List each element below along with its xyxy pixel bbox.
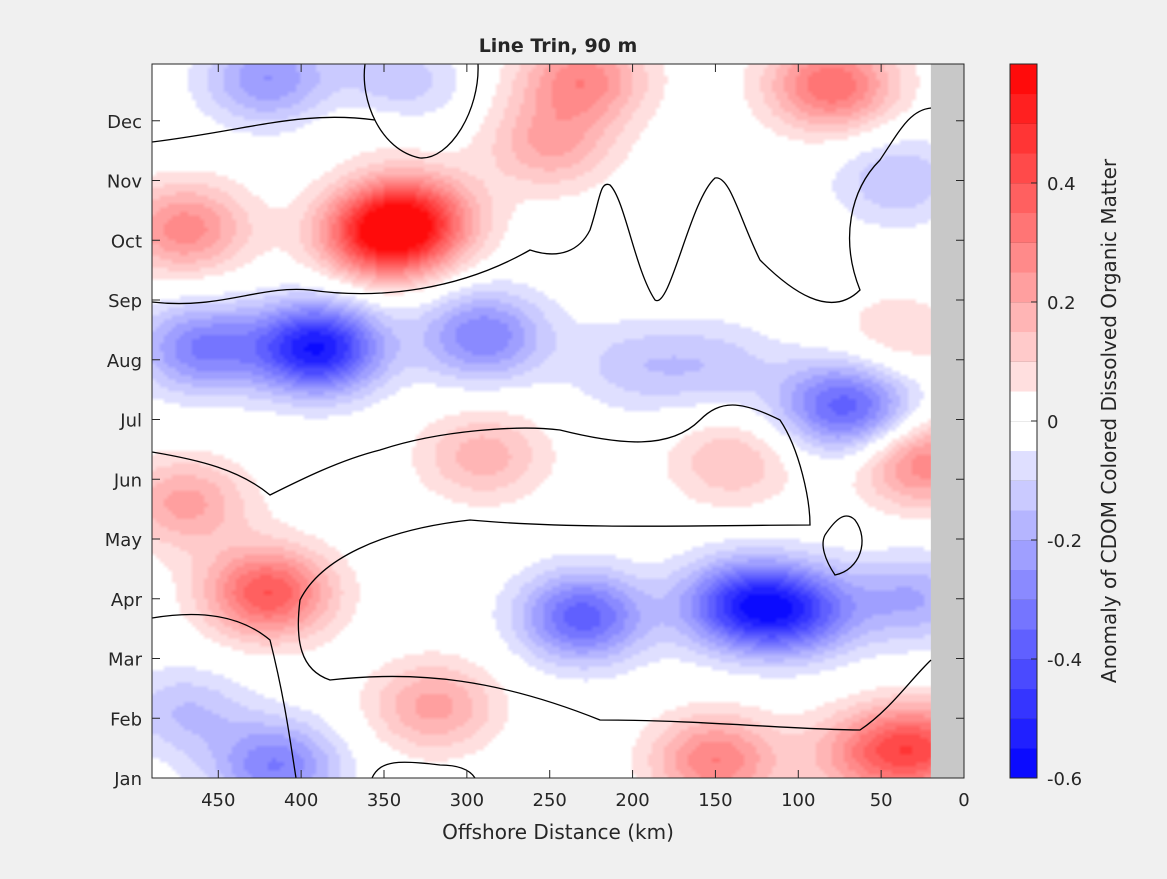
colorbar-level [1010, 659, 1037, 690]
colorbar: -0.6 -0.4 -0.2 0 0.2 0.4 [1009, 63, 1082, 790]
colorbar-level [1010, 540, 1037, 571]
zero-contour [822, 515, 863, 576]
colorbar-label: Anomaly of CDOM Colored Dissolved Organi… [1097, 158, 1121, 683]
colorbar-level [1010, 272, 1037, 303]
heatmap-field [152, 64, 964, 778]
x-tick-label: 400 [284, 790, 318, 811]
colorbar-level [1010, 331, 1037, 362]
chart-title: Line Trin, 90 m [479, 35, 638, 57]
zero-contour [152, 404, 932, 731]
colorbar-level [1010, 242, 1037, 273]
x-tick-label: 0 [958, 790, 969, 811]
y-tick-label: Jan [113, 769, 142, 790]
plot-frame [151, 63, 965, 779]
y-tick-label: Aug [107, 351, 142, 372]
colorbar-level [1010, 421, 1037, 452]
colorbar-level [1010, 569, 1037, 600]
colorbar-tick-label: -0.2 [1047, 531, 1082, 552]
colorbar-level [1010, 93, 1037, 124]
colorbar-level [1010, 718, 1037, 749]
colorbar-level [1010, 599, 1037, 630]
colorbar-level [1010, 153, 1037, 184]
x-tick-label: 300 [450, 790, 484, 811]
y-tick-label: Dec [107, 112, 142, 133]
colorbar-level [1010, 748, 1037, 779]
y-tick-label: Apr [111, 590, 143, 611]
colorbar-tick-label: -0.4 [1047, 650, 1082, 671]
zero-contours [152, 64, 932, 778]
x-tick-label: 50 [870, 790, 893, 811]
colorbar-tick-label: 0 [1047, 412, 1058, 433]
y-tick-label: Oct [111, 231, 142, 252]
zero-contour [152, 613, 297, 778]
y-tick-label: Feb [110, 709, 142, 730]
x-tick-label: 150 [698, 790, 732, 811]
colorbar-level [1010, 302, 1037, 333]
colorbar-level [1010, 510, 1037, 541]
x-tick-label: 200 [615, 790, 649, 811]
colorbar-tick-label: 0.2 [1047, 293, 1076, 314]
colorbar-level [1010, 391, 1037, 422]
colorbar-level [1010, 183, 1037, 214]
no-data-region [930, 64, 964, 778]
colorbar-level [1010, 629, 1037, 660]
colorbar-tick-label: -0.6 [1047, 769, 1082, 790]
colorbar-level [1010, 64, 1037, 95]
colorbar-level [1010, 212, 1037, 243]
zero-contour [363, 64, 479, 159]
colorbar-tick-label: 0.4 [1047, 174, 1076, 195]
y-tick-label: Mar [108, 650, 143, 671]
x-tick-label: 100 [781, 790, 815, 811]
colorbar-level [1010, 450, 1037, 481]
y-tick-label: Jun [113, 470, 142, 491]
x-tick-label: 450 [201, 790, 235, 811]
x-tick-label: 250 [533, 790, 567, 811]
zero-contour [152, 107, 932, 305]
colorbar-level [1010, 123, 1037, 154]
y-tick-label: May [105, 530, 143, 551]
plot-area [152, 64, 964, 778]
x-axis: 450 400 350 300 250 200 150 100 50 0 [201, 64, 970, 811]
colorbar-level [1010, 480, 1037, 511]
colorbar-level [1010, 688, 1037, 719]
y-tick-label: Jul [119, 411, 142, 432]
y-tick-label: Sep [108, 291, 142, 312]
y-axis: Jan Feb Mar Apr May Jun Jul Aug Sep Oct Nov Dec [105, 112, 964, 790]
y-tick-label: Nov [107, 172, 142, 193]
x-tick-label: 350 [367, 790, 401, 811]
x-axis-label: Offshore Distance (km) [442, 820, 674, 844]
zero-contour [152, 116, 376, 143]
colorbar-level [1010, 361, 1037, 392]
zero-contour [371, 761, 476, 778]
